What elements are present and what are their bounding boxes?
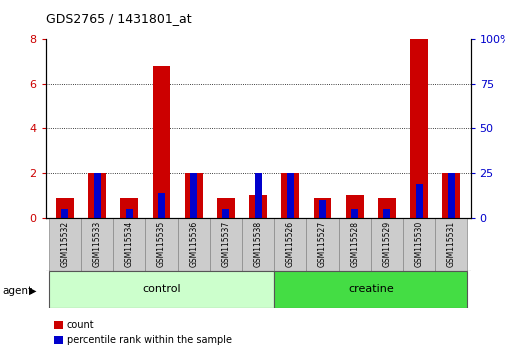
Text: GSM115534: GSM115534 <box>125 221 133 267</box>
Bar <box>48 271 274 308</box>
Bar <box>153 66 170 218</box>
Text: GSM115536: GSM115536 <box>189 221 198 267</box>
Bar <box>274 218 306 271</box>
Bar <box>410 39 427 218</box>
Text: ▶: ▶ <box>29 286 37 296</box>
Text: GSM115531: GSM115531 <box>446 221 455 267</box>
Bar <box>120 198 138 218</box>
Text: GSM115537: GSM115537 <box>221 221 230 267</box>
Bar <box>145 218 177 271</box>
Legend: count, percentile rank within the sample: count, percentile rank within the sample <box>50 316 235 349</box>
Bar <box>61 209 68 218</box>
Bar <box>345 195 363 218</box>
Bar <box>248 195 267 218</box>
Bar <box>447 173 454 218</box>
Bar <box>383 209 390 218</box>
Bar <box>281 173 298 218</box>
Bar <box>190 173 197 218</box>
Bar <box>286 173 293 218</box>
Text: creatine: creatine <box>347 284 393 295</box>
Bar <box>241 218 274 271</box>
Bar <box>48 218 81 271</box>
Text: GSM115538: GSM115538 <box>253 221 262 267</box>
Bar <box>338 218 370 271</box>
Bar <box>318 200 325 218</box>
Bar <box>93 173 100 218</box>
Text: GSM115535: GSM115535 <box>157 221 166 267</box>
Bar <box>274 271 467 308</box>
Bar <box>56 198 74 218</box>
Bar <box>158 193 165 218</box>
Text: GSM115530: GSM115530 <box>414 221 423 267</box>
Text: agent: agent <box>3 286 33 296</box>
Bar <box>81 218 113 271</box>
Bar <box>377 198 395 218</box>
Bar <box>415 184 422 218</box>
Text: GDS2765 / 1431801_at: GDS2765 / 1431801_at <box>45 12 191 25</box>
Bar <box>88 173 106 218</box>
Text: GSM115532: GSM115532 <box>60 221 69 267</box>
Text: GSM115526: GSM115526 <box>285 221 294 267</box>
Bar <box>217 198 234 218</box>
Bar <box>350 209 358 218</box>
Bar <box>434 218 467 271</box>
Bar <box>125 209 132 218</box>
Bar <box>184 173 202 218</box>
Bar <box>313 198 331 218</box>
Bar <box>210 218 241 271</box>
Bar <box>177 218 210 271</box>
Bar <box>370 218 402 271</box>
Text: GSM115533: GSM115533 <box>92 221 102 267</box>
Bar <box>254 173 261 218</box>
Text: GSM115527: GSM115527 <box>317 221 326 267</box>
Bar <box>222 209 229 218</box>
Bar <box>402 218 434 271</box>
Bar <box>306 218 338 271</box>
Text: GSM115528: GSM115528 <box>349 221 359 267</box>
Text: control: control <box>142 284 180 295</box>
Bar <box>441 173 459 218</box>
Bar <box>113 218 145 271</box>
Text: GSM115529: GSM115529 <box>382 221 390 267</box>
